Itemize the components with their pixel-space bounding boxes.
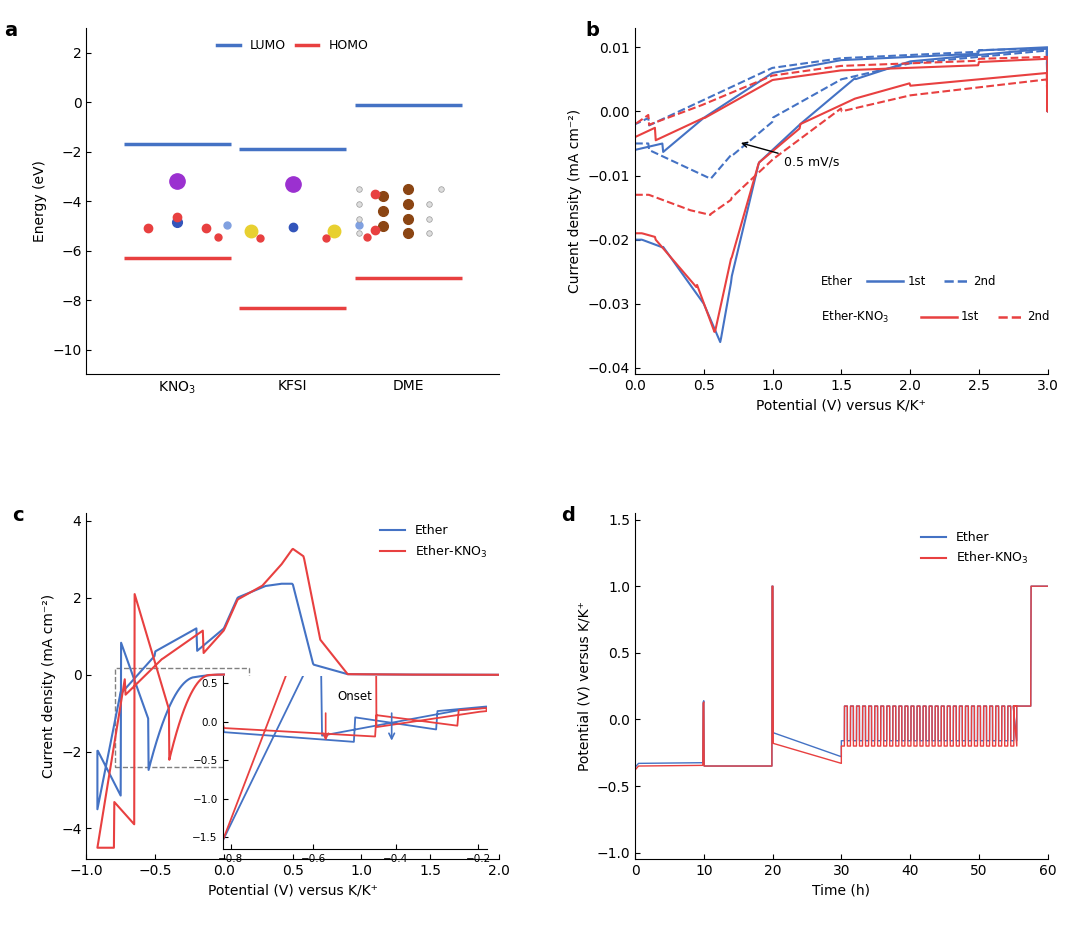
- Y-axis label: Current density (mA cm⁻²): Current density (mA cm⁻²): [42, 594, 55, 778]
- Text: c: c: [12, 506, 24, 525]
- Text: 1st: 1st: [907, 275, 926, 288]
- Bar: [116, 668, 248, 767]
- Y-axis label: Current density (mA cm⁻²): Current density (mA cm⁻²): [568, 109, 582, 293]
- Legend: Ether, Ether-KNO$_3$: Ether, Ether-KNO$_3$: [916, 526, 1034, 572]
- Text: d: d: [561, 506, 575, 525]
- Text: 0.5 mV/s: 0.5 mV/s: [742, 142, 839, 169]
- X-axis label: Potential (V) versus K/K⁺: Potential (V) versus K/K⁺: [756, 399, 927, 413]
- Text: Ether-KNO$_3$: Ether-KNO$_3$: [821, 308, 889, 325]
- Y-axis label: Potential (V) versus K/K⁺: Potential (V) versus K/K⁺: [577, 601, 591, 771]
- Text: Ether: Ether: [821, 275, 852, 288]
- X-axis label: Potential (V) versus K/K⁺: Potential (V) versus K/K⁺: [207, 884, 378, 898]
- Text: a: a: [4, 21, 17, 40]
- Y-axis label: Energy (eV): Energy (eV): [32, 161, 46, 242]
- Text: 2nd: 2nd: [1027, 310, 1050, 323]
- Text: b: b: [585, 21, 599, 40]
- Text: 2nd: 2nd: [973, 275, 996, 288]
- Text: 1st: 1st: [961, 310, 980, 323]
- Legend: LUMO, HOMO: LUMO, HOMO: [212, 35, 374, 57]
- X-axis label: Time (h): Time (h): [812, 884, 870, 898]
- Legend: Ether, Ether-KNO$_3$: Ether, Ether-KNO$_3$: [375, 519, 492, 564]
